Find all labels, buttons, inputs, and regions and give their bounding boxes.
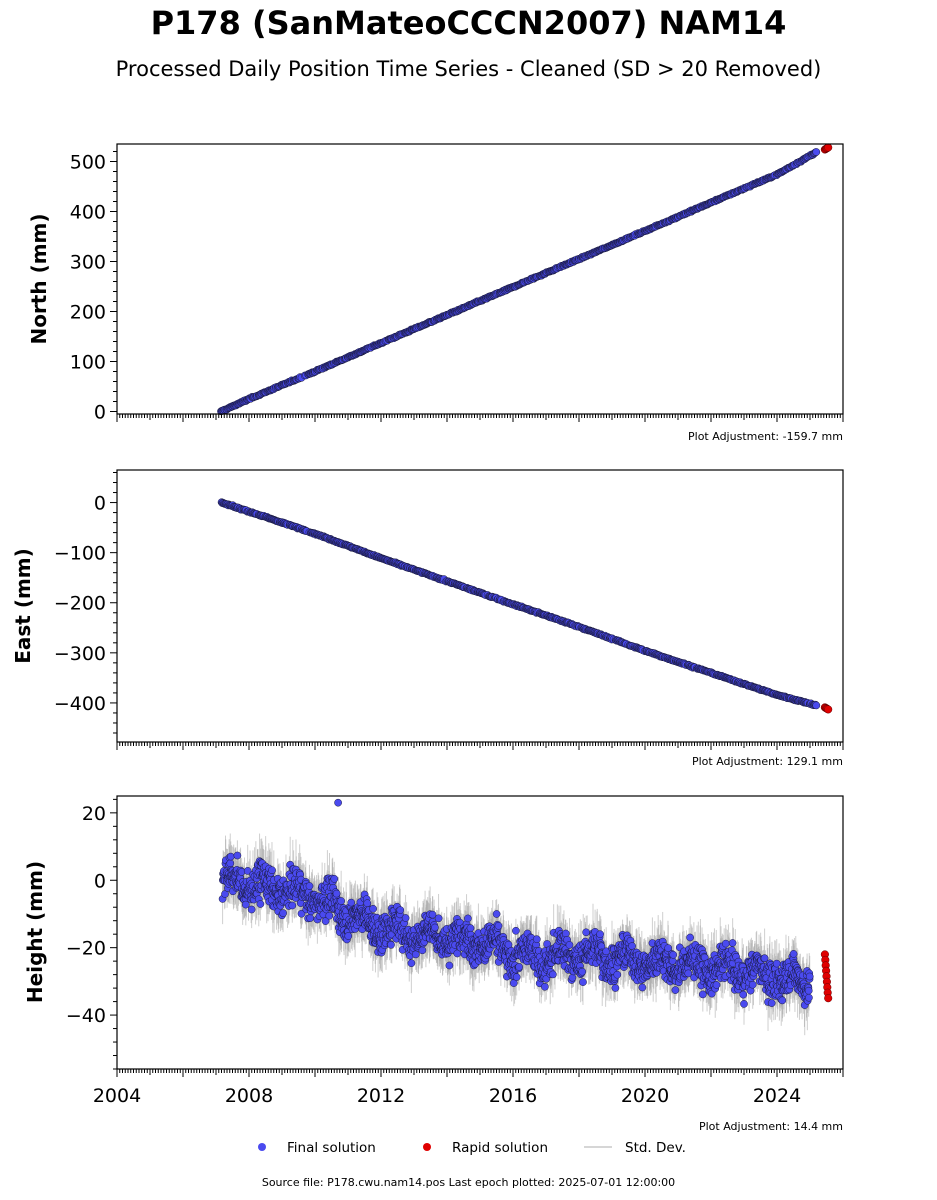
final-solution-point	[233, 851, 242, 860]
height-data-points	[218, 798, 833, 1036]
final-solution-point	[464, 914, 472, 923]
final-solution-point	[812, 148, 821, 156]
final-solution-point	[306, 914, 315, 922]
y-tick-label: 200	[70, 302, 106, 324]
y-tick-label: −100	[54, 543, 106, 565]
final-solution-point	[387, 940, 395, 949]
final-solution-point	[247, 905, 256, 914]
chart-title: P178 (SanMateoCCCN2007) NAM14	[150, 4, 787, 42]
final-solution-point	[396, 906, 405, 914]
y-tick-label: 400	[70, 202, 106, 224]
final-solution-point	[241, 900, 250, 909]
y-tick-label: 300	[70, 252, 106, 274]
final-solution-point	[279, 909, 287, 917]
y-tick-label: 0	[94, 493, 106, 515]
north-x-ticks	[116, 414, 844, 422]
final-solution-point	[332, 889, 341, 898]
final-solution-point	[407, 959, 416, 968]
final-solution-point	[434, 914, 443, 923]
north-data-points	[217, 143, 833, 416]
final-solution-point	[812, 701, 821, 710]
panel-height: 200−20−40 2004 2008 2012 2016 2020 2024 Heigh…	[23, 795, 844, 1133]
y-tick-label: 500	[70, 152, 106, 174]
final-solution-point	[330, 875, 339, 883]
panel-north: 0 100 200 300 400 500 North (mm) Plot Adjustm…	[27, 143, 844, 443]
final-solution-point	[369, 904, 377, 913]
final-solution-point	[325, 911, 334, 920]
north-axis-label: North (mm)	[27, 213, 51, 344]
north-plot-adjustment: Plot Adjustment: -159.7 mm	[688, 430, 843, 443]
final-solution-point	[401, 914, 410, 922]
final-solution-point	[226, 859, 235, 868]
y-tick-label: −300	[54, 643, 106, 665]
y-tick-label: −200	[54, 593, 106, 615]
y-tick-label: 100	[70, 352, 106, 374]
final-solution-point	[418, 946, 427, 955]
final-solution-point	[347, 898, 356, 907]
final-solution-point	[256, 900, 265, 908]
east-x-ticks	[116, 742, 844, 750]
rapid-solution-point	[824, 143, 833, 152]
east-plot-adjustment: Plot Adjustment: 129.1 mm	[692, 755, 843, 768]
panel-east: 0 −100 −200 −300 −400 East (mm) Plot Adjustm…	[11, 469, 844, 768]
final-solution-point	[445, 961, 454, 970]
final-solution-point	[363, 899, 372, 908]
final-solution-point	[288, 901, 297, 910]
final-solution-point	[305, 882, 314, 890]
final-solution-point	[268, 866, 276, 875]
final-solution-point	[431, 923, 439, 932]
east-axis-label: East (mm)	[11, 548, 35, 664]
y-tick-label: −400	[54, 693, 106, 715]
final-solution-point	[337, 897, 345, 905]
final-solution-point	[344, 932, 353, 940]
final-solution-point	[411, 950, 420, 959]
north-y-ticks: 0 100 200 300 400 500	[70, 151, 117, 424]
y-tick-label: 0	[94, 402, 106, 424]
north-plot-frame	[116, 143, 844, 415]
final-solution-point	[466, 924, 475, 932]
east-y-ticks: 0 −100 −200 −300 −400	[54, 472, 117, 734]
final-solution-point	[226, 852, 235, 861]
chart-subtitle: Processed Daily Position Time Series - C…	[115, 57, 822, 81]
east-plot-frame	[116, 469, 844, 743]
east-data-points	[217, 498, 833, 714]
rapid-solution-point	[824, 705, 833, 714]
